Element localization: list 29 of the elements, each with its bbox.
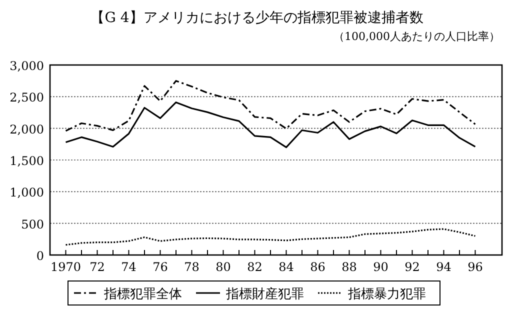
y-tick-label: 2,500	[10, 90, 44, 105]
legend-label: 指標暴力犯罪	[347, 287, 426, 302]
x-tick-label: 78	[184, 260, 200, 274]
x-tick-label: 94	[436, 260, 452, 274]
x-tick-label: 96	[468, 260, 483, 274]
y-tick-label: 1,000	[10, 186, 44, 200]
x-tick-label: 86	[310, 260, 326, 274]
x-tick-label: 80	[216, 260, 231, 274]
y-tick-label: 0	[36, 249, 44, 263]
x-tick-label: 82	[247, 260, 262, 274]
legend-label: 指標犯罪全体	[103, 287, 182, 302]
y-tick-label: 3,000	[10, 59, 44, 73]
x-tick-label: 76	[152, 260, 168, 274]
line-series	[64, 102, 476, 148]
y-tick-label: 1,500	[10, 154, 44, 168]
x-tick-label: 84	[278, 260, 294, 274]
y-tick-label: 500	[21, 217, 44, 232]
x-tick-label: 72	[90, 260, 105, 274]
chart-title: 【G 4】アメリカにおける少年の指標犯罪被逮捕者数	[90, 10, 424, 26]
x-tick-label: 74	[121, 260, 137, 274]
legend-label: 指標財産犯罪	[225, 286, 304, 302]
line-series	[64, 80, 476, 132]
x-tick-label: 90	[373, 260, 388, 274]
x-tick-label: 92	[404, 260, 420, 274]
x-tick-label: 88	[342, 260, 357, 274]
chart-subtitle: （100,000人あたりの人口比率）	[334, 30, 500, 43]
line-series	[64, 228, 476, 246]
x-tick-label: 1970	[50, 260, 82, 274]
y-tick-label: 2,000	[10, 122, 44, 136]
